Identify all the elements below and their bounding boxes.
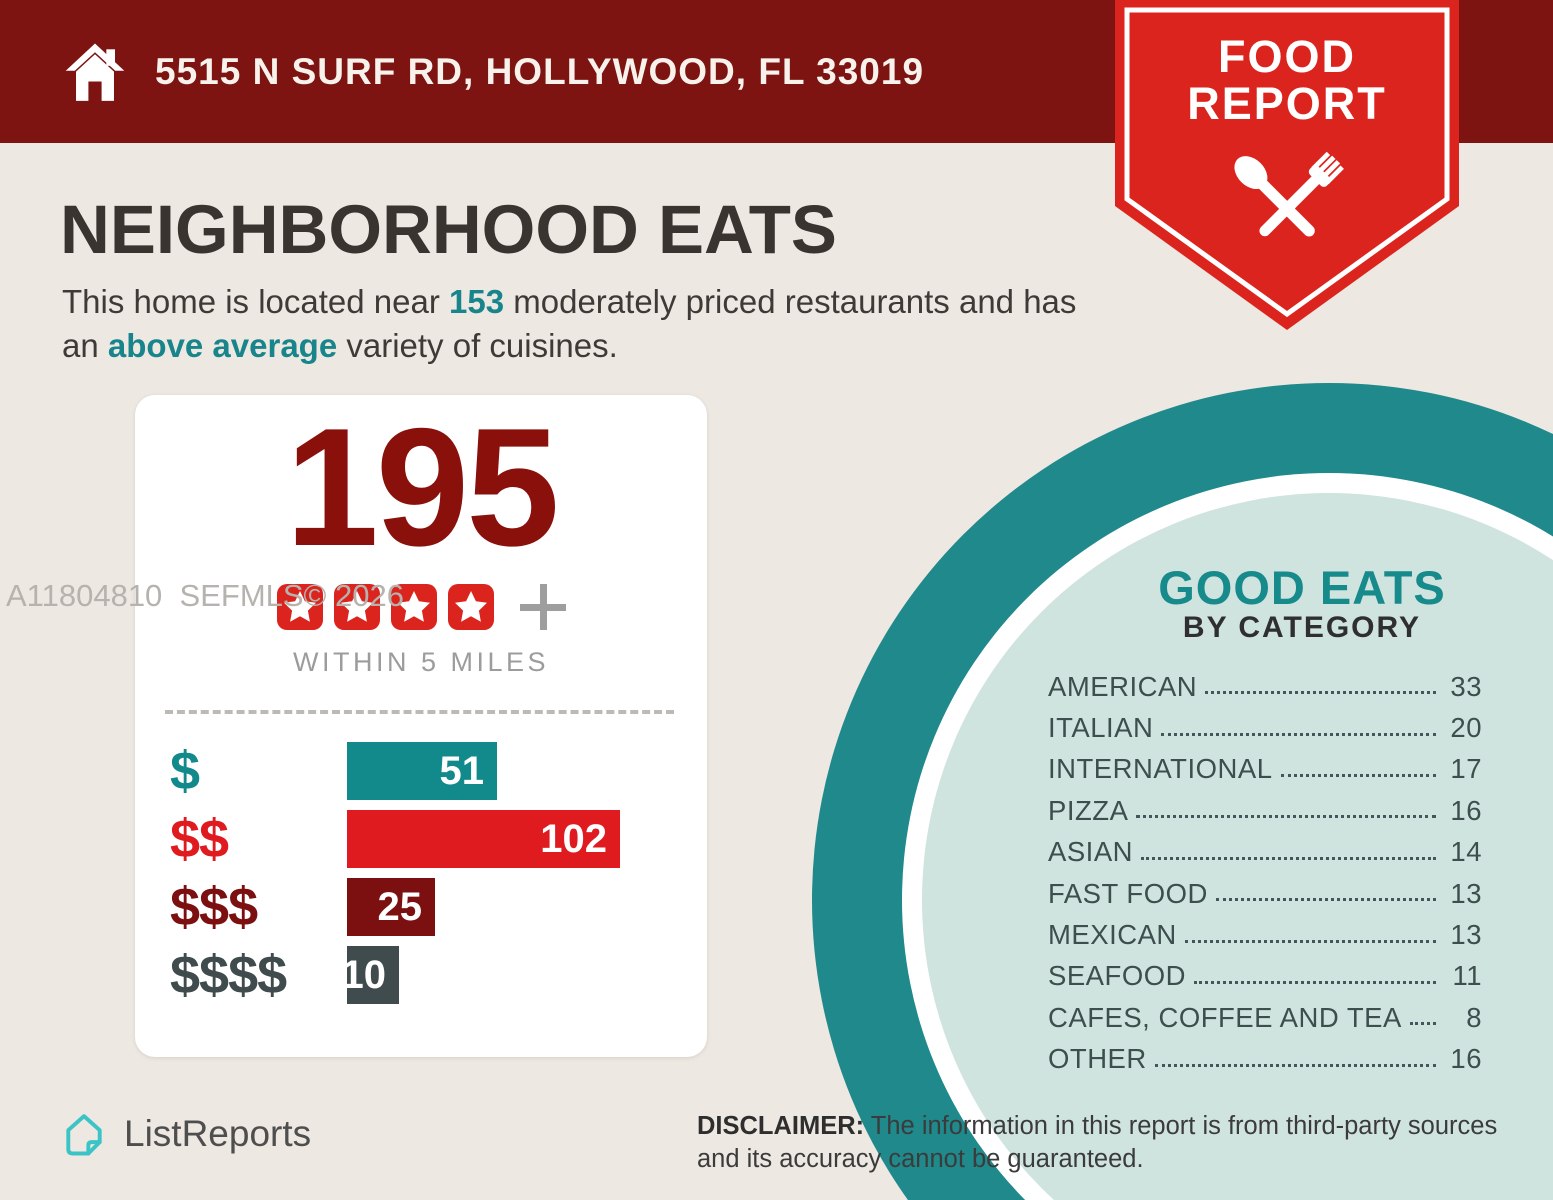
dotted-leader [1280, 773, 1436, 777]
price-bar-row: $$$$ 10 [135, 945, 707, 1005]
category-value: 17 [1450, 753, 1482, 785]
category-label: CAFES, COFFEE AND TEA [1048, 1001, 1402, 1033]
ribbon-shape [1115, 0, 1459, 330]
category-value: 8 [1466, 1001, 1482, 1033]
category-label: PIZZA [1048, 794, 1129, 826]
price-bar: 51 [347, 742, 497, 800]
category-row: MEXICAN 13 [1048, 914, 1482, 955]
total-restaurants: 195 [285, 393, 559, 581]
restaurant-stats-card: 195 WITHIN 5 MILES $51 $$ 102 $$$ 25 $$$$ 10 [135, 395, 707, 1057]
price-bar: 102 [347, 810, 620, 868]
category-row: OTHER 16 [1048, 1039, 1482, 1080]
mls-watermark: A11804810 SEFMLS© 2026 [6, 578, 404, 613]
category-value: 33 [1450, 670, 1482, 702]
brand-name: ListReports [124, 1113, 312, 1154]
good-eats-title: GOOD EATS [1158, 561, 1446, 614]
card-divider [165, 710, 674, 714]
category-label: SEAFOOD [1048, 960, 1186, 992]
home-icon [65, 43, 125, 101]
price-bar-value: 102 [540, 816, 607, 861]
category-row: ITALIAN 20 [1048, 707, 1482, 748]
price-tier-label: $$$$ [170, 945, 287, 1005]
radius-caption: WITHIN 5 MILES [292, 647, 550, 677]
disclaimer: DISCLAIMER: The information in this repo… [697, 1110, 1542, 1176]
dotted-leader [1193, 980, 1436, 984]
dotted-leader [1409, 1022, 1436, 1026]
category-label: AMERICAN [1048, 670, 1198, 702]
price-bar-row: $51 [135, 741, 707, 801]
price-bar: 10 [342, 946, 399, 1004]
intro-paragraph: This home is located near 153 moderately… [62, 280, 1092, 367]
listreports-logo-icon [66, 1114, 102, 1156]
dotted-leader [1154, 1063, 1436, 1067]
price-bar-value: 25 [377, 884, 423, 929]
dotted-leader [1184, 939, 1436, 943]
category-value: 16 [1450, 794, 1482, 826]
category-value: 11 [1452, 960, 1482, 992]
good-eats-subtitle: BY CATEGORY [1182, 611, 1422, 644]
rating-stars [135, 583, 707, 631]
price-tier-label: $$ [170, 809, 229, 869]
ribbon-line2: REPORT [1187, 77, 1387, 129]
price-bar: 25 [347, 878, 435, 936]
category-label: OTHER [1048, 1043, 1147, 1075]
category-value: 20 [1450, 712, 1482, 744]
dotted-leader [1141, 856, 1436, 860]
cuisine-category-list: AMERICAN 33 ITALIAN 20 INTERNATIONAL 17 PIZZA 1… [1048, 666, 1482, 1080]
disclaimer-label: DISCLAIMER: [697, 1112, 865, 1140]
category-label: MEXICAN [1048, 919, 1177, 951]
category-value: 14 [1450, 836, 1482, 868]
price-bar-row: $$ 102 [135, 809, 707, 869]
property-address: 5515 N SURF RD, HOLLYWOOD, FL 33019 [155, 51, 925, 92]
listreports-brand: ListReports [58, 1108, 311, 1160]
category-label: ASIAN [1048, 836, 1134, 868]
spoon-fork-icon [1234, 151, 1344, 237]
star-icon [447, 583, 495, 631]
dotted-leader [1215, 898, 1436, 902]
category-row: INTERNATIONAL 17 [1048, 749, 1482, 790]
category-value: 13 [1450, 919, 1482, 951]
star-icon [333, 583, 381, 631]
star-icon [390, 583, 438, 631]
category-row: AMERICAN 33 [1048, 666, 1482, 707]
ribbon-line1: FOOD [1218, 31, 1356, 82]
price-tier-label: $ [170, 741, 200, 801]
disclaimer-text: The information in this report is from t… [697, 1112, 1498, 1174]
price-tier-bar-chart: $51 $$ 102 $$$ 25 $$$$ 10 [135, 741, 707, 1014]
intro-highlight: above average [107, 326, 338, 364]
intro-part3: variety of cuisines. [337, 326, 618, 364]
price-bar-row: $$$ 25 [135, 877, 707, 937]
category-row: FAST FOOD 13 [1048, 873, 1482, 914]
ribbon-title: FOOD REPORT [1115, 31, 1459, 129]
category-value: 13 [1450, 877, 1482, 909]
category-value: 16 [1450, 1043, 1482, 1075]
category-label: INTERNATIONAL [1048, 753, 1273, 785]
category-label: FAST FOOD [1048, 877, 1208, 909]
category-row: SEAFOOD 11 [1048, 956, 1482, 997]
food-report-ribbon: FOOD REPORT [1115, 0, 1459, 334]
price-bar-value: 51 [439, 748, 485, 793]
category-row: ASIAN 14 [1048, 832, 1482, 873]
category-row: CAFES, COFFEE AND TEA 8 [1048, 997, 1482, 1038]
page-title: NEIGHBORHOOD EATS [60, 191, 837, 268]
restaurant-count: 153 [449, 283, 505, 320]
intro-part2: moderately priced restaurants and has an [62, 283, 1077, 364]
dotted-leader [1136, 815, 1436, 819]
star-icon [276, 583, 324, 631]
dotted-leader [1205, 691, 1436, 695]
price-bar-value: 10 [341, 952, 387, 997]
category-label: ITALIAN [1048, 712, 1154, 744]
dotted-leader [1161, 732, 1436, 736]
plus-icon [520, 584, 566, 630]
price-tier-label: $$$ [170, 877, 258, 937]
category-row: PIZZA 16 [1048, 790, 1482, 831]
intro-part1: This home is located near [62, 283, 450, 320]
